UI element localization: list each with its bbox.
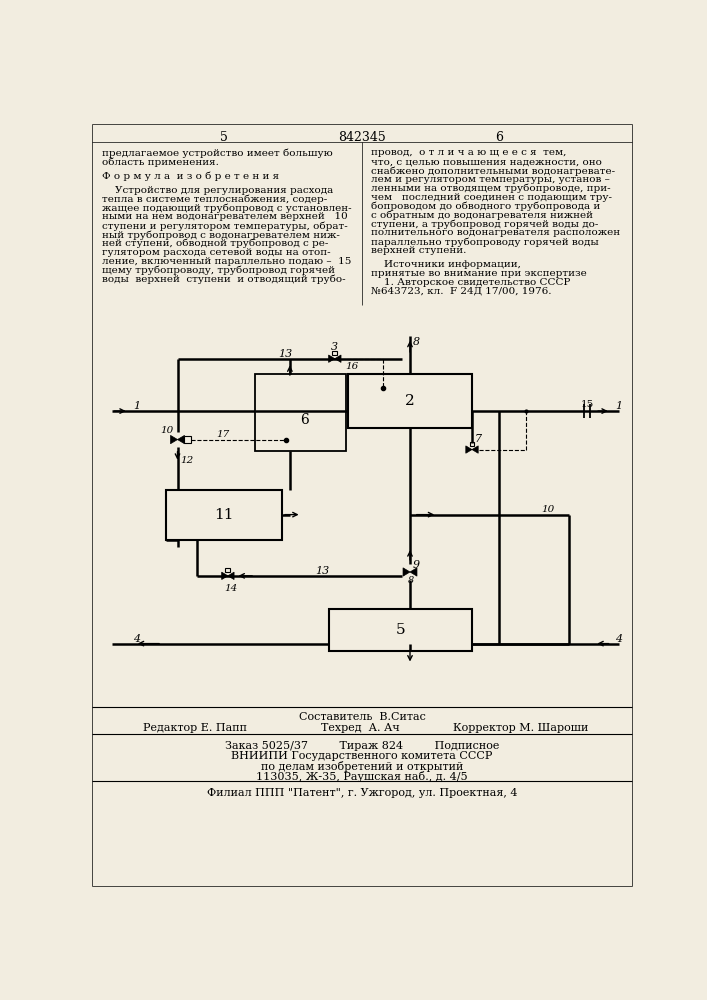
Text: 13: 13 [279, 349, 293, 359]
Bar [348, 374, 472, 428]
Text: полнительного водонагревателя расположен: полнительного водонагревателя расположен [371, 228, 620, 237]
Text: Ф о р м у л а  и з о б р е т е н и я: Ф о р м у л а и з о б р е т е н и я [103, 172, 279, 181]
Text: ней ступени, обводной трубопровод с ре-: ней ступени, обводной трубопровод с ре- [103, 239, 329, 248]
Bar [185, 436, 192, 443]
Text: Филиал ППП "Патент", г. Ужгород, ул. Проектная, 4: Филиал ППП "Патент", г. Ужгород, ул. Про… [206, 788, 518, 798]
Text: 17: 17 [216, 430, 230, 439]
Text: №643723, кл.  F 24Д 17/00, 1976.: №643723, кл. F 24Д 17/00, 1976. [371, 287, 551, 296]
Text: лем и регулятором температуры, установ –: лем и регулятором температуры, установ – [371, 175, 610, 184]
Text: 4: 4 [615, 634, 622, 644]
Bar [166, 490, 282, 540]
Text: ный трубопровод с водонагревателем ниж-: ный трубопровод с водонагревателем ниж- [103, 230, 340, 240]
Text: верхней ступени.: верхней ступени. [371, 246, 467, 255]
Text: чем   последний соединен с подающим тру-: чем последний соединен с подающим тру- [371, 193, 612, 202]
Text: Заказ 5025/37         Тираж 824         Подписное: Заказ 5025/37 Тираж 824 Подписное [225, 741, 499, 751]
Text: 6: 6 [300, 413, 309, 427]
Text: ленными на отводящем трубопроводе, при-: ленными на отводящем трубопроводе, при- [371, 184, 611, 193]
Polygon shape [466, 446, 472, 453]
Text: Корректор М. Шароши: Корректор М. Шароши [452, 723, 588, 733]
Bar [226, 568, 230, 572]
Bar [469, 442, 474, 446]
Text: 9: 9 [413, 560, 420, 570]
Text: принятые во внимание при экспертизе: принятые во внимание при экспертизе [371, 269, 587, 278]
Text: 1. Авторское свидетельство СССР: 1. Авторское свидетельство СССР [371, 278, 571, 287]
Text: 10: 10 [160, 426, 174, 435]
Text: 8: 8 [413, 337, 420, 347]
Text: 7: 7 [475, 434, 482, 444]
Text: жащее подающий трубопровод с установлен-: жащее подающий трубопровод с установлен- [103, 204, 352, 213]
Text: воды  верхней  ступени  и отводящий трубо-: воды верхней ступени и отводящий трубо- [103, 274, 346, 284]
Text: Техред  А. Ач: Техред А. Ач [321, 723, 399, 733]
Polygon shape [329, 355, 335, 362]
Text: ступени, а трубопровод горячей воды до-: ступени, а трубопровод горячей воды до- [371, 219, 599, 229]
Text: 4: 4 [134, 634, 141, 644]
Polygon shape [177, 435, 185, 444]
Text: Устройство для регулирования расхода: Устройство для регулирования расхода [103, 186, 334, 195]
Text: с обратным до водонагревателя нижней: с обратным до водонагревателя нижней [371, 210, 593, 220]
Text: снабжено дополнительными водонагревате-: снабжено дополнительными водонагревате- [371, 166, 615, 176]
Text: предлагаемое устройство имеет большую: предлагаемое устройство имеет большую [103, 148, 333, 158]
Text: 10: 10 [542, 505, 555, 514]
Text: 11: 11 [214, 508, 234, 522]
Bar [332, 351, 337, 355]
Text: 113035, Ж-35, Раушская наб., д. 4/5: 113035, Ж-35, Раушская наб., д. 4/5 [256, 771, 468, 782]
Text: область применения.: область применения. [103, 157, 219, 167]
Text: Составитель  В.Ситас: Составитель В.Ситас [298, 712, 426, 722]
Polygon shape [222, 572, 228, 580]
Text: что, с целью повышения надежности, оно: что, с целью повышения надежности, оно [371, 157, 602, 166]
Text: 8: 8 [408, 576, 414, 585]
Polygon shape [228, 572, 234, 580]
Text: 5: 5 [395, 623, 405, 637]
Text: 16: 16 [346, 362, 359, 371]
Text: провод,  о т л и ч а ю щ е е с я  тем,: провод, о т л и ч а ю щ е е с я тем, [371, 148, 566, 157]
Text: Источники информации,: Источники информации, [371, 260, 521, 269]
Polygon shape [403, 568, 410, 576]
Bar [329, 609, 472, 651]
Text: бопроводом до обводного трубопровода и: бопроводом до обводного трубопровода и [371, 202, 600, 211]
Text: ступени и регулятором температуры, обрат-: ступени и регулятором температуры, обрат… [103, 221, 348, 231]
Bar [255, 374, 346, 451]
Text: 2: 2 [405, 394, 415, 408]
Text: 15: 15 [581, 400, 595, 409]
Polygon shape [472, 446, 478, 453]
Text: щему трубопроводу, трубопровод горячей: щему трубопроводу, трубопровод горячей [103, 266, 335, 275]
Text: ление, включенный параллельно подаю –  15: ление, включенный параллельно подаю – 15 [103, 257, 351, 266]
Polygon shape [170, 435, 177, 444]
Text: гулятором расхода сетевой воды на отоп-: гулятором расхода сетевой воды на отоп- [103, 248, 331, 257]
Text: 842345: 842345 [338, 131, 386, 144]
Text: 3: 3 [331, 342, 338, 352]
Text: параллельно трубопроводу горячей воды: параллельно трубопроводу горячей воды [371, 237, 599, 247]
Text: 5: 5 [220, 131, 228, 144]
Text: ВНИИПИ Государственного комитета СССР: ВНИИПИ Государственного комитета СССР [231, 751, 493, 761]
Text: 12: 12 [180, 456, 193, 465]
Polygon shape [410, 568, 417, 576]
Text: 14: 14 [224, 584, 238, 593]
Text: Редактор Е. Папп: Редактор Е. Папп [143, 723, 247, 733]
Text: 6: 6 [495, 131, 503, 144]
Text: по делам изобретений и открытий: по делам изобретений и открытий [261, 761, 463, 772]
Text: 1: 1 [134, 401, 141, 411]
Text: 1: 1 [615, 401, 622, 411]
Text: тепла в системе теплоснабжения, содер-: тепла в системе теплоснабжения, содер- [103, 195, 327, 204]
Text: 13: 13 [315, 566, 329, 576]
Polygon shape [335, 355, 341, 362]
Text: ными на нем водонагревателем верхней   10: ными на нем водонагревателем верхней 10 [103, 212, 348, 221]
